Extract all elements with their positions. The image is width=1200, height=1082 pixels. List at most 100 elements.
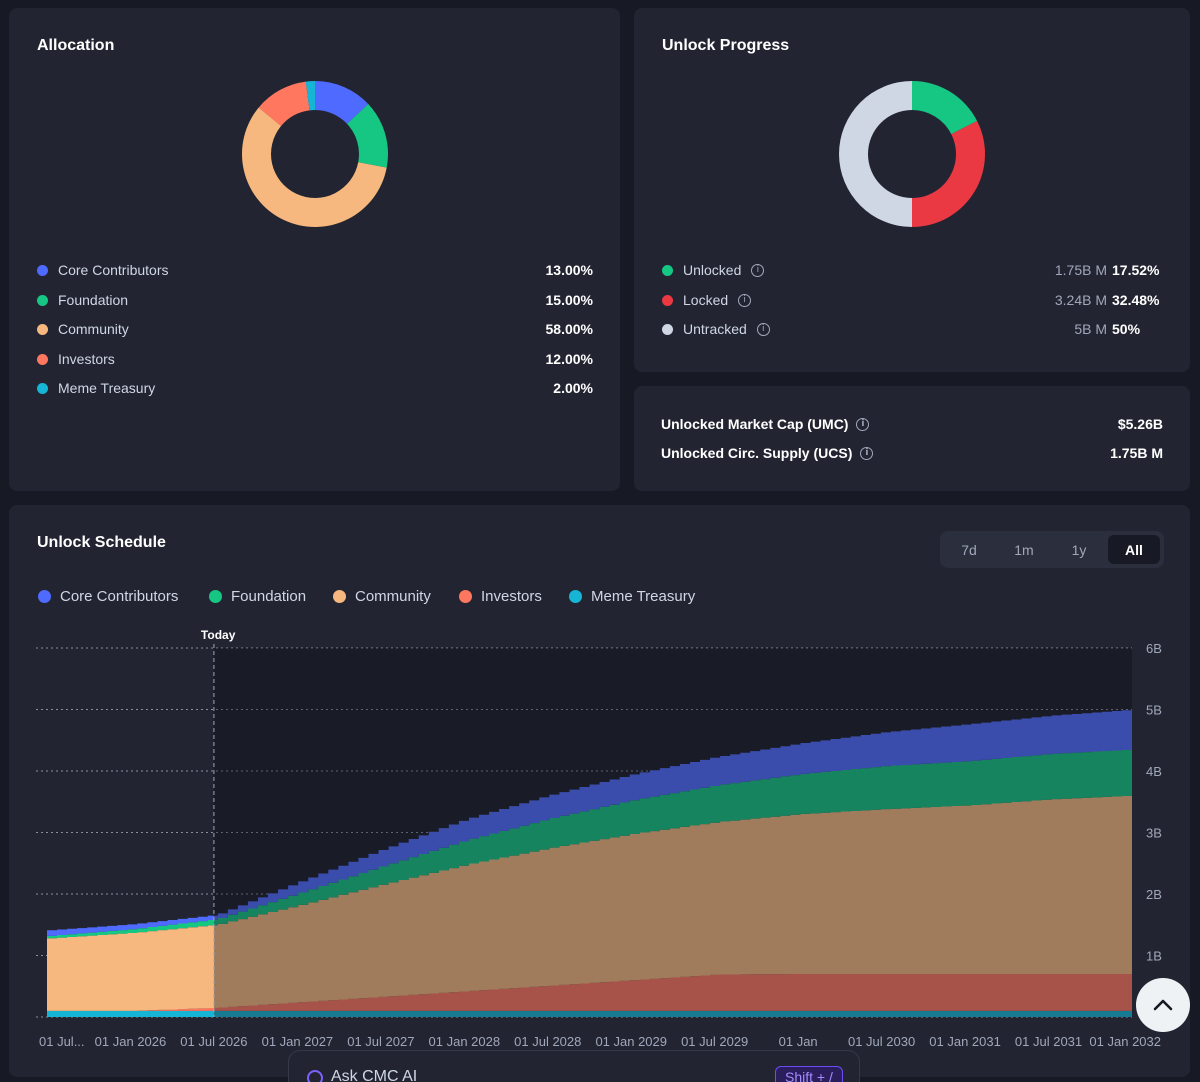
core-contributors-dot — [37, 264, 48, 276]
allocation-slice-investors[interactable] — [258, 81, 310, 126]
unlock-slice-locked[interactable] — [912, 120, 985, 227]
series-area-meme-treasury[interactable] — [47, 1010, 1132, 1017]
series-legend-core-contributors[interactable]: Core Contributors — [38, 586, 178, 606]
range-1m-button[interactable]: 1m — [1014, 541, 1034, 558]
series-legend-meme-treasury[interactable]: Meme Treasury — [569, 586, 695, 606]
untracked-percent: 50% — [1112, 321, 1141, 337]
info-icon[interactable]: i — [756, 322, 770, 336]
unlock-progress-card: Unlock Progress Unlocked i 1.75B M 17.52… — [634, 8, 1190, 372]
series-legend-label: Community — [355, 587, 431, 605]
community-dot — [37, 323, 48, 335]
investors-dot — [37, 353, 48, 365]
info-icon[interactable]: i — [856, 417, 870, 431]
legend-label: Core Contributors — [58, 262, 169, 278]
unlock-progress-title: Unlock Progress — [662, 37, 790, 54]
legend-dot — [569, 589, 582, 603]
series-legend-foundation[interactable]: Foundation — [209, 586, 306, 606]
unlocked-percent: 17.52% — [1112, 262, 1160, 278]
series-legend-label: Meme Treasury — [591, 587, 696, 605]
y-tick-label: 2B — [1146, 887, 1162, 902]
legend-value: 12.00% — [545, 351, 593, 367]
unlock-schedule-chart[interactable]: 01B2B3B4B5B6BToday01 Jul...01 Jan 202601… — [9, 622, 1190, 1052]
allocation-legend-item[interactable]: Investors 12.00% — [37, 349, 593, 369]
allocation-slice-foundation[interactable] — [347, 104, 388, 168]
locked-amount: 3.24B M — [1054, 292, 1107, 308]
legend-label: Unlocked — [683, 262, 742, 278]
allocation-legend-item[interactable]: Foundation 15.00% — [37, 290, 593, 310]
legend-dot — [38, 589, 51, 603]
ucs-label: Unlocked Circ. Supply (UCS) — [661, 445, 853, 461]
foundation-dot — [37, 294, 48, 306]
unlock-legend-item[interactable]: Untracked i 5B M 50% — [662, 319, 1163, 339]
legend-value: 15.00% — [545, 292, 593, 308]
scroll-to-top-button[interactable] — [1136, 978, 1190, 1032]
legend-dot — [333, 589, 346, 603]
untracked-dot — [662, 323, 673, 335]
info-icon[interactable]: i — [751, 263, 765, 277]
series-core-contributors[interactable] — [47, 709, 1132, 936]
x-tick-label: 01 Jul 2030 — [848, 1034, 915, 1049]
locked-dot — [662, 294, 673, 306]
info-icon[interactable]: i — [738, 293, 752, 307]
unlock-slice-untracked[interactable] — [839, 81, 912, 227]
series-community[interactable] — [47, 795, 1132, 1011]
x-tick-label: 01 Jan 2032 — [1089, 1034, 1161, 1049]
series-legend-label: Investors — [481, 587, 542, 605]
allocation-slice-core-contributors[interactable] — [315, 81, 369, 124]
series-foundation[interactable] — [47, 749, 1132, 939]
y-tick-label: 4B — [1146, 764, 1162, 779]
allocation-legend-item[interactable]: Community 58.00% — [37, 319, 593, 339]
unlock-schedule-title: Unlock Schedule — [37, 534, 166, 551]
legend-label: Foundation — [58, 292, 129, 308]
series-legend-community[interactable]: Community — [333, 586, 431, 606]
unlocked-amount: 1.75B M — [1054, 262, 1107, 278]
unlock-slice-unlocked[interactable] — [912, 81, 978, 135]
x-tick-label: 01 Jul 2028 — [514, 1034, 581, 1049]
legend-label: Community — [58, 321, 129, 337]
unlock-legend-item[interactable]: Unlocked i 1.75B M 17.52% — [662, 260, 1163, 280]
locked-percent: 32.48% — [1112, 292, 1160, 308]
allocation-slice-meme-treasury[interactable] — [305, 81, 315, 111]
allocation-slice-community[interactable] — [242, 107, 387, 228]
allocation-title: Allocation — [37, 37, 115, 54]
x-tick-label: 01 Jul 2029 — [681, 1034, 748, 1049]
umc-row: Unlocked Market Cap (UMC) i $5.26B — [661, 414, 1163, 434]
x-tick-label: 01 Jul 2031 — [1015, 1034, 1082, 1049]
series-meme-treasury[interactable] — [47, 1010, 1132, 1017]
series-legend-investors[interactable]: Investors — [459, 586, 542, 606]
shortcut-badge: Shift + / — [775, 1066, 843, 1082]
ask-cmc-ai-label: Ask CMC AI — [331, 1068, 418, 1082]
info-icon[interactable]: i — [860, 446, 874, 460]
series-legend-label: Core Contributors — [60, 587, 179, 605]
range-all-button[interactable]: All — [1108, 535, 1160, 564]
ask-cmc-ai-bar[interactable]: Ask CMC AI Shift + / — [288, 1050, 860, 1082]
allocation-legend-item[interactable]: Meme Treasury 2.00% — [37, 378, 593, 398]
x-tick-label: 01 Jan 2026 — [95, 1034, 167, 1049]
today-label: Today — [201, 628, 236, 642]
legend-value: 13.00% — [545, 262, 593, 278]
unlock-legend-item[interactable]: Locked i 3.24B M 32.48% — [662, 290, 1163, 310]
ucs-value: 1.75B M — [1110, 445, 1163, 461]
series-legend-label: Foundation — [231, 587, 307, 605]
untracked-amount: 5B M — [1074, 321, 1107, 337]
umc-label: Unlocked Market Cap (UMC) — [661, 416, 849, 432]
series-investors[interactable] — [47, 973, 1132, 1011]
meme-treasury-dot — [37, 382, 48, 394]
series-area-core-contributors[interactable] — [47, 709, 1132, 936]
allocation-legend-item[interactable]: Core Contributors 13.00% — [37, 260, 593, 280]
range-7d-button[interactable]: 7d — [961, 541, 977, 558]
x-tick-label: 01 Jan 2031 — [929, 1034, 1001, 1049]
chevron-up-icon — [1153, 999, 1173, 1011]
x-tick-label: 01 Jul... — [39, 1034, 85, 1049]
series-area-community[interactable] — [47, 795, 1132, 1011]
allocation-legend: Core Contributors 13.00% Foundation 15.0… — [37, 260, 593, 400]
range-1y-button[interactable]: 1y — [1071, 541, 1087, 558]
unlocked-dot — [662, 264, 673, 276]
series-area-foundation[interactable] — [47, 749, 1132, 939]
x-tick-label: 01 Jan 2028 — [429, 1034, 501, 1049]
series-area-investors[interactable] — [47, 973, 1132, 1011]
ucs-row: Unlocked Circ. Supply (UCS) i 1.75B M — [661, 443, 1163, 463]
unlock-legend: Unlocked i 1.75B M 17.52% Locked i 3.24B… — [662, 260, 1163, 340]
future-overlay — [213, 648, 1132, 1017]
legend-dot — [459, 589, 472, 603]
